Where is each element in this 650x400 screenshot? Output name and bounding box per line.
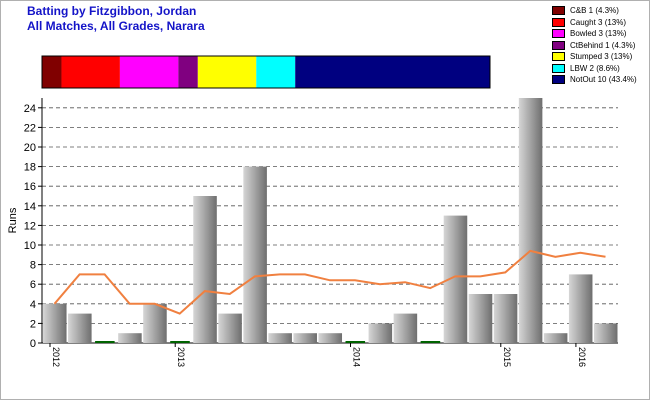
legend-swatch — [552, 6, 565, 16]
y-tick-label: 24 — [24, 103, 36, 115]
x-tick-label: 2016 — [577, 347, 587, 367]
y-tick-label: 20 — [24, 142, 36, 154]
zero-score-marker — [170, 341, 190, 343]
innings-bar — [268, 333, 292, 343]
legend-label: NotOut 10 (43.4%) — [570, 75, 637, 84]
y-tick-label: 6 — [30, 279, 36, 291]
innings-bar — [518, 98, 543, 343]
legend-item: Caught 3 (13%) — [552, 17, 637, 29]
y-tick-label: 14 — [24, 201, 36, 213]
legend-swatch — [552, 52, 565, 62]
legend-label: Stumped 3 (13%) — [570, 52, 633, 61]
zero-score-marker — [95, 341, 115, 343]
x-tick-label: 2014 — [352, 347, 362, 367]
dismissal-legend: C&B 1 (4.3%) Caught 3 (13%) Bowled 3 (13%)… — [552, 5, 637, 86]
y-tick-label: 10 — [24, 240, 36, 252]
innings-bar — [593, 323, 618, 343]
innings-bar — [493, 294, 518, 343]
y-tick-label: 8 — [30, 260, 36, 272]
legend-item: LBW 2 (8.6%) — [552, 63, 637, 75]
y-tick-label: 4 — [30, 299, 36, 311]
legend-item: C&B 1 (4.3%) — [552, 5, 637, 17]
dismissal-segment — [61, 56, 120, 88]
y-tick-label: 12 — [24, 220, 36, 232]
legend-item: NotOut 10 (43.4%) — [552, 74, 637, 86]
legend-swatch — [552, 17, 565, 27]
zero-score-marker — [345, 341, 366, 343]
legend-swatch — [552, 29, 565, 39]
innings-bar — [118, 333, 142, 343]
dismissal-segment — [178, 56, 198, 88]
chart-title: Batting by Fitzgibbon, Jordan — [27, 4, 197, 18]
legend-label: Caught 3 (13%) — [570, 17, 627, 27]
y-tick-label: 0 — [30, 338, 36, 350]
dismissal-segment — [295, 56, 490, 88]
y-tick-label: 16 — [24, 181, 36, 193]
innings-bar — [443, 215, 468, 343]
legend-item: Stumped 3 (13%) — [552, 51, 637, 63]
innings-bar — [293, 333, 317, 343]
legend-label: LBW 2 (8.6%) — [570, 63, 620, 73]
y-tick-label: 22 — [24, 122, 36, 134]
legend-item: Bowled 3 (13%) — [552, 28, 637, 40]
dismissal-segment — [42, 56, 62, 88]
innings-bar — [318, 333, 343, 343]
chart-subtitle: All Matches, All Grades, Narara — [27, 19, 205, 33]
dismissal-segment — [197, 56, 257, 88]
innings-bar — [43, 303, 67, 343]
innings-bar — [368, 323, 393, 343]
innings-bar — [193, 196, 217, 343]
legend-label: CtBehind 1 (4.3%) — [570, 40, 636, 50]
legend-label: Bowled 3 (13%) — [570, 29, 627, 38]
average-line — [53, 249, 606, 315]
y-tick-label: 18 — [24, 162, 36, 174]
innings-bar — [218, 313, 242, 343]
innings-bar — [568, 274, 593, 343]
legend-swatch — [552, 63, 565, 73]
innings-bar — [393, 313, 418, 343]
x-tick-label: 2013 — [176, 347, 186, 367]
innings-bar — [468, 294, 493, 343]
innings-bar — [143, 303, 167, 343]
zero-score-marker — [420, 341, 441, 343]
dismissal-bar-border — [41, 55, 491, 89]
y-tick-label: 2 — [30, 318, 36, 330]
innings-bar — [543, 333, 568, 343]
innings-bar — [243, 166, 267, 343]
y-axis-label: Runs — [7, 207, 19, 233]
x-tick-label: 2015 — [502, 347, 512, 367]
innings-bar — [68, 313, 92, 343]
dismissal-segment — [119, 56, 179, 88]
legend-item: CtBehind 1 (4.3%) — [552, 40, 637, 52]
x-tick-label: 2012 — [51, 347, 61, 367]
dismissal-segment — [256, 56, 296, 88]
legend-swatch — [552, 40, 565, 50]
legend-label: C&B 1 (4.3%) — [570, 6, 619, 15]
legend-swatch — [552, 75, 565, 85]
